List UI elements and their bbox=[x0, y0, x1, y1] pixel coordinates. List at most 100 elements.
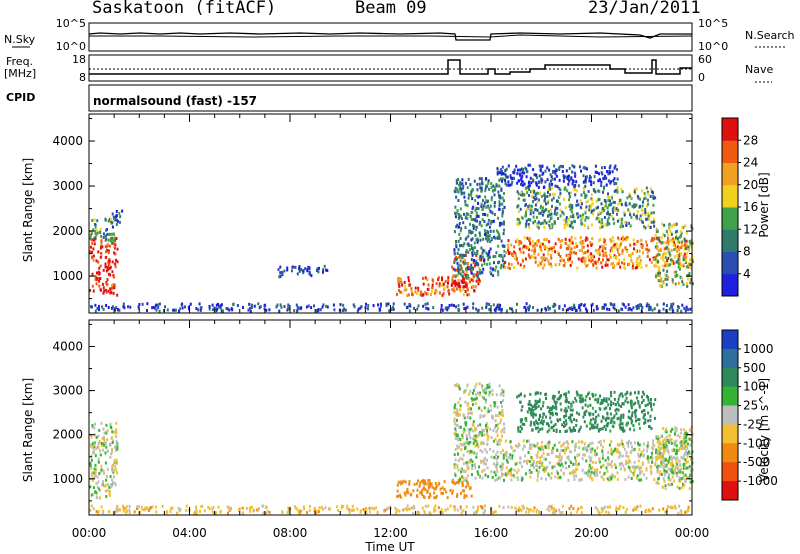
echo-cell bbox=[573, 474, 575, 478]
echo-cell bbox=[518, 442, 520, 446]
echo-cell bbox=[364, 508, 367, 512]
echo-cell bbox=[609, 199, 611, 203]
echo-cell bbox=[494, 268, 497, 272]
echo-cell bbox=[591, 441, 594, 445]
echo-cell bbox=[663, 223, 666, 227]
echo-cell bbox=[467, 242, 470, 246]
echo-cell bbox=[637, 261, 640, 265]
echo-cell bbox=[658, 267, 660, 271]
echo-cell bbox=[249, 509, 252, 513]
echo-cell bbox=[623, 447, 626, 451]
echo-cell bbox=[567, 457, 570, 461]
echo-cell bbox=[536, 474, 539, 478]
echo-cell bbox=[114, 262, 117, 266]
echo-cell bbox=[607, 198, 610, 202]
echo-cell bbox=[594, 170, 597, 174]
echo-cell bbox=[485, 234, 488, 238]
echo-cell bbox=[615, 208, 618, 212]
echo-cell bbox=[659, 271, 662, 275]
echo-cell bbox=[559, 192, 562, 196]
echo-cell bbox=[630, 417, 632, 421]
echo-cell bbox=[255, 508, 258, 512]
echo-cell bbox=[648, 217, 651, 221]
echo-cell bbox=[579, 236, 582, 240]
echo-cell bbox=[677, 257, 680, 261]
echo-cell bbox=[499, 221, 501, 225]
echo-cell bbox=[671, 305, 674, 309]
echo-cell bbox=[574, 397, 577, 400]
echo-cell bbox=[455, 435, 458, 438]
echo-cell bbox=[633, 469, 636, 473]
echo-cell bbox=[580, 511, 583, 515]
echo-cell bbox=[461, 436, 464, 440]
echo-cell bbox=[306, 268, 309, 272]
echo-cell bbox=[604, 263, 607, 267]
echo-cell bbox=[598, 190, 601, 193]
echo-cell bbox=[288, 507, 291, 511]
echo-cell bbox=[486, 438, 489, 442]
echo-cell bbox=[676, 237, 679, 240]
echo-cell bbox=[507, 266, 509, 270]
echo-cell bbox=[634, 415, 637, 419]
echo-cell bbox=[597, 179, 600, 183]
echo-cell bbox=[362, 508, 365, 511]
echo-cell bbox=[113, 236, 116, 240]
echo-cell bbox=[431, 283, 434, 287]
echo-cell bbox=[579, 240, 582, 244]
echo-cell bbox=[601, 510, 604, 513]
echo-cell bbox=[96, 475, 99, 479]
echo-cell bbox=[441, 276, 443, 280]
echo-cell bbox=[441, 511, 444, 515]
echo-cell bbox=[520, 465, 523, 469]
echo-cell bbox=[600, 465, 603, 469]
echo-cell bbox=[140, 505, 143, 509]
echo-cell bbox=[564, 237, 567, 241]
echo-cell bbox=[571, 182, 574, 186]
echo-cell bbox=[465, 250, 468, 254]
echo-cell bbox=[570, 402, 573, 406]
echo-cell bbox=[594, 249, 597, 253]
echo-cell bbox=[461, 178, 464, 182]
echo-cell bbox=[563, 421, 565, 424]
echo-cell bbox=[481, 218, 484, 222]
echo-cell bbox=[92, 228, 95, 232]
echo-cell bbox=[555, 509, 558, 513]
echo-cell bbox=[474, 263, 477, 266]
echo-cell bbox=[116, 504, 119, 508]
echo-cell bbox=[637, 391, 640, 395]
echo-cell bbox=[476, 252, 479, 255]
echo-cell bbox=[661, 446, 664, 450]
echo-cell bbox=[105, 475, 108, 478]
echo-cell bbox=[474, 208, 477, 212]
echo-cell bbox=[315, 269, 318, 272]
echo-cell bbox=[534, 403, 537, 407]
echo-cell bbox=[469, 214, 472, 218]
echo-cell bbox=[620, 439, 623, 443]
echo-cell bbox=[480, 460, 483, 464]
echo-cell bbox=[109, 425, 112, 429]
echo-cell bbox=[686, 447, 689, 451]
echo-cell bbox=[461, 274, 464, 278]
echo-cell bbox=[462, 414, 465, 418]
echo-cell bbox=[112, 291, 115, 295]
echo-cell bbox=[662, 466, 665, 470]
echo-cell bbox=[525, 246, 528, 249]
echo-cell bbox=[225, 307, 228, 310]
echo-cell bbox=[469, 389, 472, 393]
echo-cell bbox=[583, 446, 586, 450]
echo-cell bbox=[485, 205, 488, 209]
echo-cell bbox=[465, 283, 467, 287]
echo-cell bbox=[429, 494, 432, 498]
echo-cell bbox=[125, 505, 128, 509]
echo-cell bbox=[577, 215, 579, 219]
echo-cell bbox=[310, 306, 313, 310]
echo-cell bbox=[590, 425, 593, 429]
echo-cell bbox=[259, 305, 262, 308]
echo-cell bbox=[97, 434, 100, 438]
echo-cell bbox=[511, 180, 514, 184]
echo-cell bbox=[678, 257, 681, 261]
echo-cell bbox=[594, 469, 597, 473]
echo-cell bbox=[453, 259, 456, 263]
echo-cell bbox=[630, 259, 633, 263]
echo-cell bbox=[619, 416, 622, 420]
